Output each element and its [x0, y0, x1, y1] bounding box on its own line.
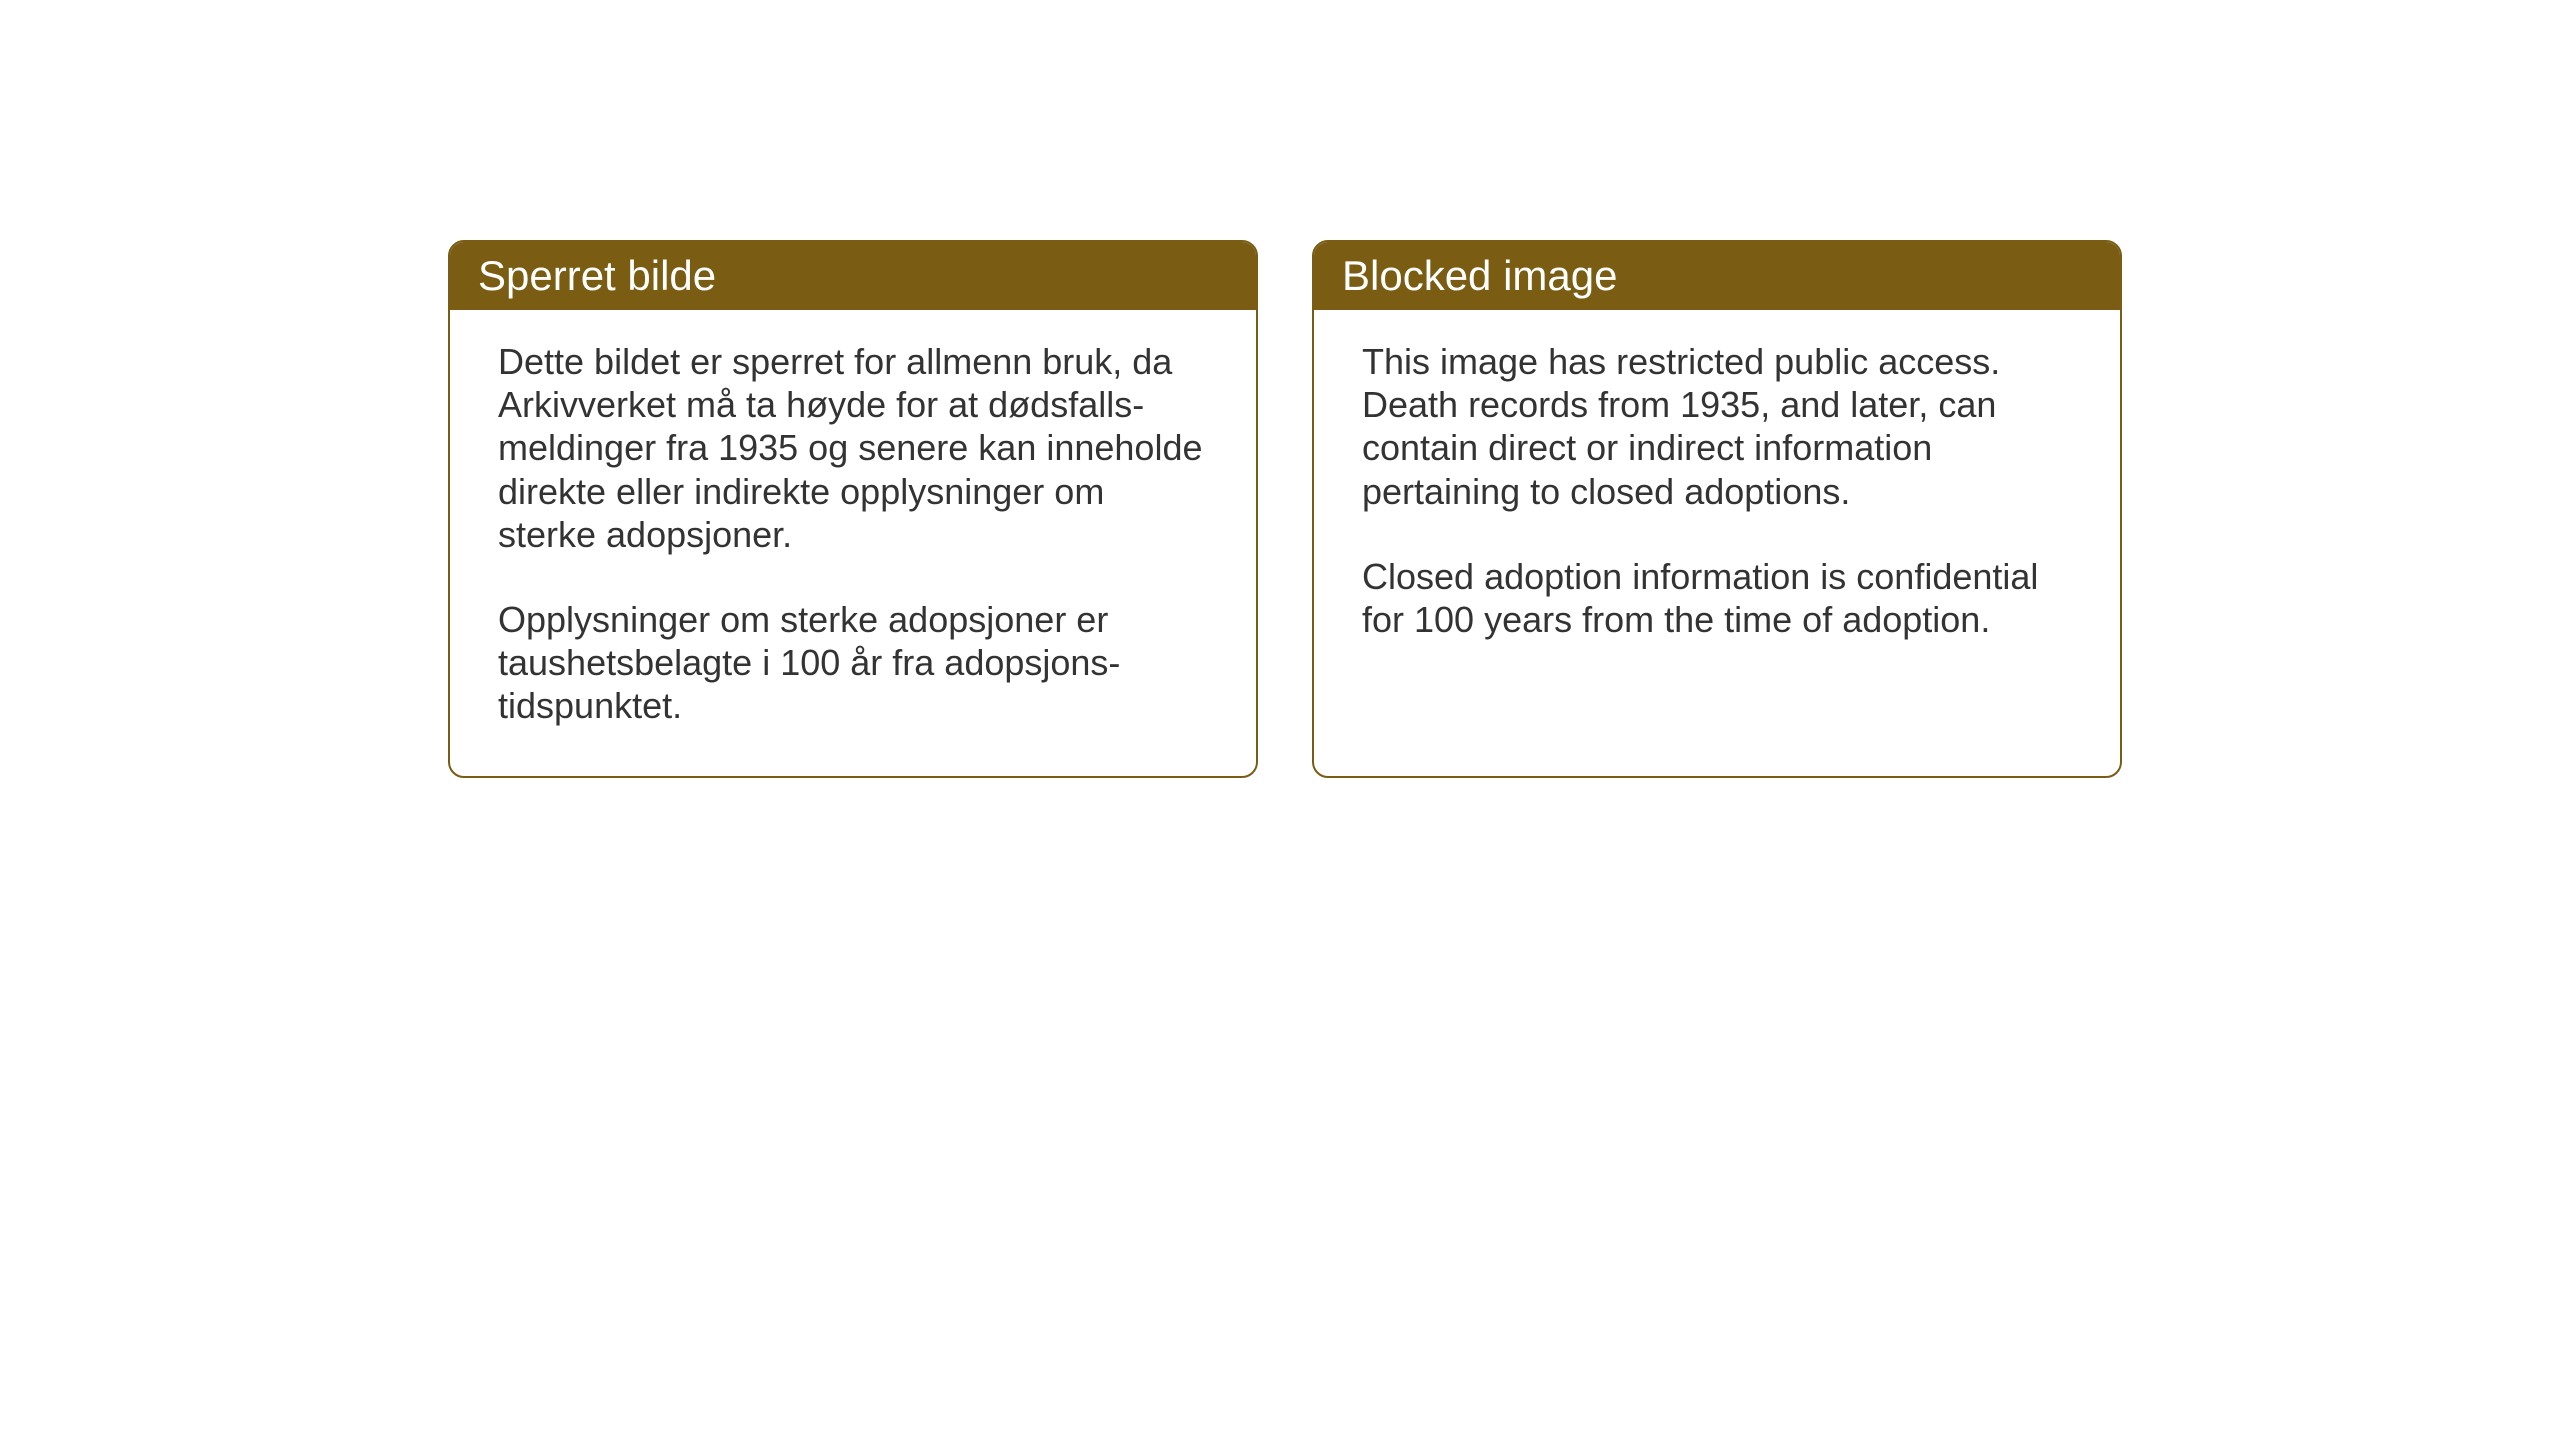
notice-container: Sperret bilde Dette bildet er sperret fo… [448, 240, 2122, 778]
english-paragraph-2: Closed adoption information is confident… [1362, 555, 2072, 641]
norwegian-paragraph-2: Opplysninger om sterke adopsjoner er tau… [498, 598, 1208, 728]
english-card-title: Blocked image [1314, 242, 2120, 310]
english-notice-card: Blocked image This image has restricted … [1312, 240, 2122, 778]
norwegian-card-body: Dette bildet er sperret for allmenn bruk… [450, 310, 1256, 776]
norwegian-card-title: Sperret bilde [450, 242, 1256, 310]
norwegian-paragraph-1: Dette bildet er sperret for allmenn bruk… [498, 340, 1208, 556]
english-paragraph-1: This image has restricted public access.… [1362, 340, 2072, 513]
english-card-body: This image has restricted public access.… [1314, 310, 2120, 689]
norwegian-notice-card: Sperret bilde Dette bildet er sperret fo… [448, 240, 1258, 778]
